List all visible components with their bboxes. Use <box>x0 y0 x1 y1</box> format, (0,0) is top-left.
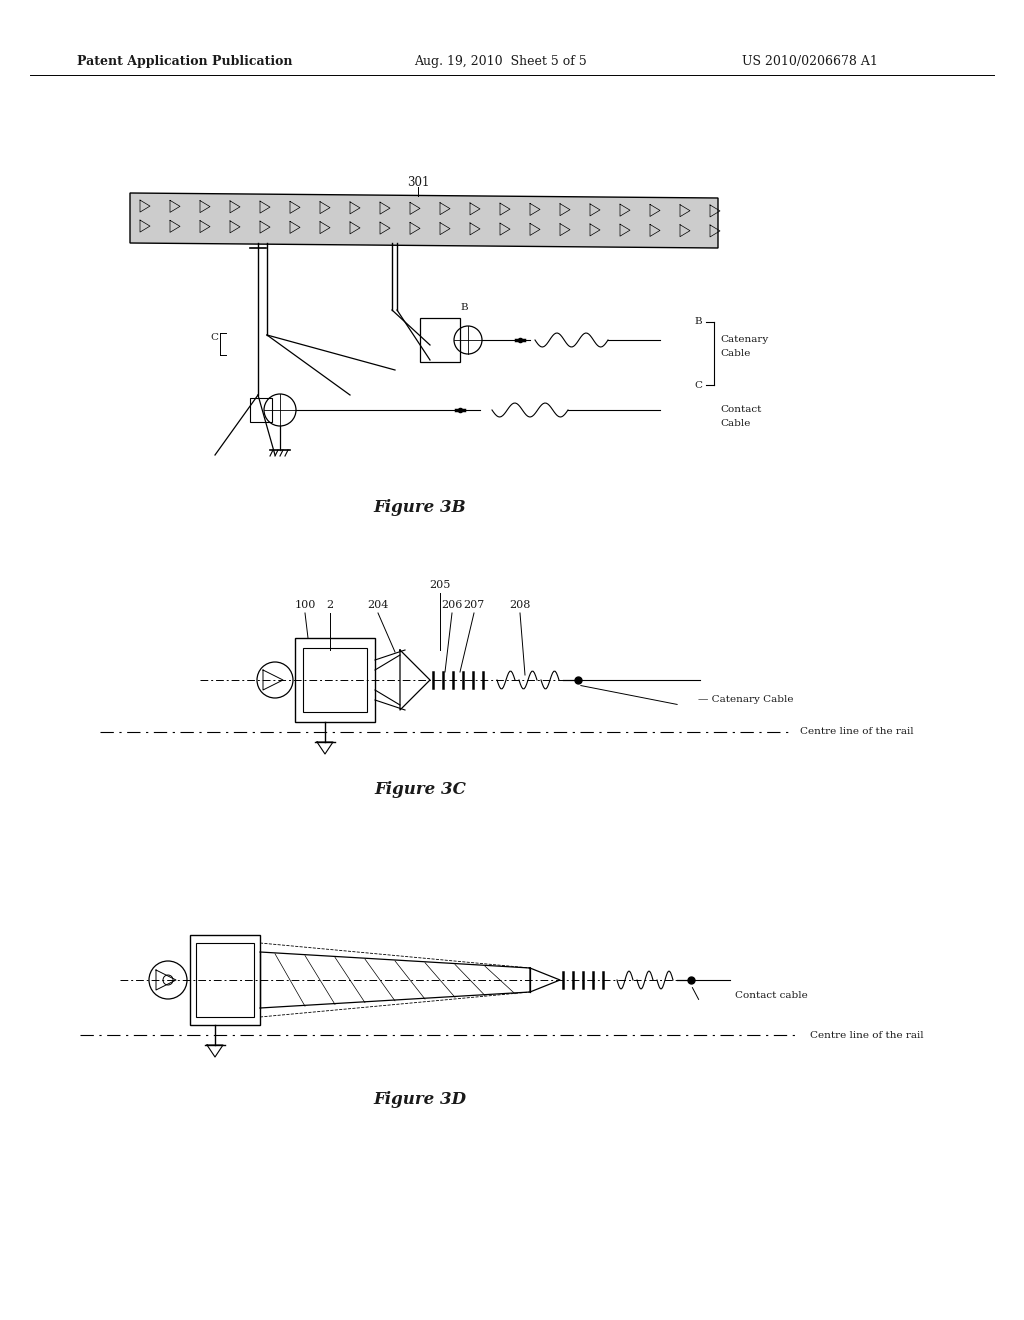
Text: Aug. 19, 2010  Sheet 5 of 5: Aug. 19, 2010 Sheet 5 of 5 <box>414 55 587 69</box>
Text: 2: 2 <box>327 601 334 610</box>
Text: B: B <box>460 302 468 312</box>
Text: 207: 207 <box>464 601 484 610</box>
Text: Figure 3C: Figure 3C <box>374 781 466 799</box>
Text: 301: 301 <box>407 176 429 189</box>
Text: Catenary: Catenary <box>720 335 768 345</box>
Text: US 2010/0206678 A1: US 2010/0206678 A1 <box>742 55 878 69</box>
Text: Figure 3B: Figure 3B <box>374 499 466 516</box>
Text: Cable: Cable <box>720 348 751 358</box>
Bar <box>420 318 460 362</box>
Text: 208: 208 <box>509 601 530 610</box>
Text: C: C <box>210 334 218 342</box>
Text: 100: 100 <box>294 601 315 610</box>
Text: — Catenary Cable: — Catenary Cable <box>698 696 794 705</box>
Text: 204: 204 <box>368 601 389 610</box>
Bar <box>303 648 367 711</box>
Text: B: B <box>694 318 702 326</box>
Text: Contact cable: Contact cable <box>735 990 808 999</box>
Text: Cable: Cable <box>720 418 751 428</box>
Text: C: C <box>694 380 702 389</box>
Text: Contact: Contact <box>720 405 762 414</box>
Text: 205: 205 <box>429 579 451 590</box>
Text: Centre line of the rail: Centre line of the rail <box>800 727 913 737</box>
Polygon shape <box>130 193 718 248</box>
Bar <box>295 638 375 722</box>
Text: Figure 3D: Figure 3D <box>374 1092 467 1109</box>
Text: Centre line of the rail: Centre line of the rail <box>810 1031 924 1040</box>
Text: Patent Application Publication: Patent Application Publication <box>77 55 293 69</box>
Text: 206: 206 <box>441 601 463 610</box>
Bar <box>190 935 260 1026</box>
Bar <box>196 942 254 1016</box>
Bar <box>250 399 272 422</box>
